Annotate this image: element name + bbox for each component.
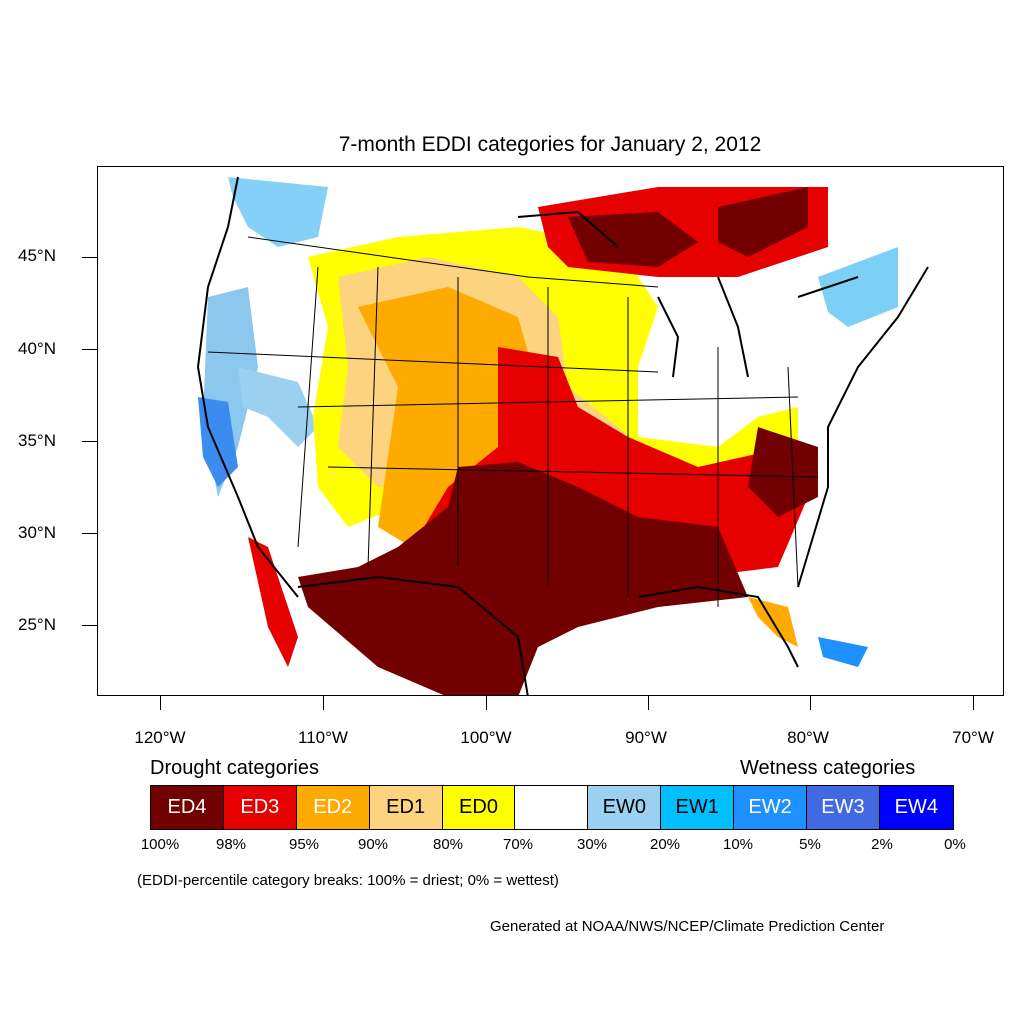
- lon-tick: [973, 696, 974, 710]
- pct-break: 10%: [722, 836, 754, 853]
- legend-colorbar: ED4 ED3 ED2 ED1 ED0 EW0 EW1 EW2 EW3 EW4: [150, 785, 954, 830]
- drought-heading: Drought categories: [150, 757, 319, 779]
- lon-tick: [160, 696, 161, 710]
- lat-label-30: 30°N: [18, 523, 56, 542]
- legend-cell-ed4: ED4: [151, 786, 224, 829]
- legend-cell-neutral: [515, 786, 589, 829]
- lat-label-35: 35°N: [18, 431, 56, 450]
- category-note: (EDDI-percentile category breaks: 100% =…: [137, 872, 559, 889]
- pct-break: 98%: [215, 836, 247, 853]
- lon-label-70: 70°W: [952, 728, 994, 747]
- wet-great-basin: [238, 367, 318, 447]
- wet-california: [198, 397, 238, 487]
- pct-break: 80%: [432, 836, 464, 853]
- lon-label-80: 80°W: [787, 728, 829, 747]
- lon-label-120: 120°W: [134, 728, 186, 747]
- wet-northwest: [228, 177, 328, 247]
- pct-break: 95%: [288, 836, 320, 853]
- ed4-dark-great-lakes: [568, 212, 698, 267]
- pct-break: 20%: [649, 836, 681, 853]
- legend-cell-ed1: ED1: [369, 786, 443, 829]
- eddi-map: [196, 176, 929, 695]
- ed3-baja: [248, 537, 298, 667]
- lat-label-40: 40°N: [18, 339, 56, 358]
- pct-break: 5%: [799, 836, 821, 853]
- coastline-lines: [196, 176, 929, 695]
- ed4-dark-south: [298, 462, 748, 695]
- lat-tick: [82, 257, 97, 258]
- wet-florida-keys: [818, 637, 868, 667]
- ed4-dark-southeast: [748, 427, 818, 517]
- pct-break: 100%: [140, 836, 180, 853]
- legend-cell-ew4: EW4: [879, 786, 953, 829]
- lat-label-25: 25°N: [18, 615, 56, 634]
- legend-cell-ed3: ED3: [223, 786, 297, 829]
- lon-tick: [648, 696, 649, 710]
- wet-northeast: [818, 247, 898, 327]
- lon-label-90: 90°W: [625, 728, 667, 747]
- lat-label-45: 45°N: [18, 246, 56, 265]
- legend-cell-ed0: ED0: [442, 786, 516, 829]
- wetness-heading: Wetness categories: [740, 757, 916, 779]
- legend-cell-ed2: ED2: [296, 786, 370, 829]
- legend-cell-ew1: EW1: [661, 786, 735, 829]
- pct-break: 70%: [502, 836, 534, 853]
- credit-line: Generated at NOAA/NWS/NCEP/Climate Predi…: [490, 918, 885, 935]
- lon-tick: [323, 696, 324, 710]
- legend-cell-ew0: EW0: [588, 786, 662, 829]
- legend-cell-ew3: EW3: [807, 786, 880, 829]
- legend-cell-ew2: EW2: [734, 786, 808, 829]
- pct-break: 90%: [357, 836, 389, 853]
- boundary-lines: [207, 236, 819, 607]
- pct-break: 30%: [576, 836, 608, 853]
- lat-tick: [82, 625, 97, 626]
- ed4-dark-ontario: [718, 187, 808, 257]
- map-title: 7-month EDDI categories for January 2, 2…: [338, 133, 762, 156]
- pct-break: 2%: [871, 836, 893, 853]
- lat-tick: [82, 441, 97, 442]
- map-panel: [97, 166, 1004, 696]
- pct-break: 0%: [944, 836, 966, 853]
- lon-label-110: 110°W: [298, 728, 348, 747]
- lon-tick: [486, 696, 487, 710]
- lat-tick: [82, 533, 97, 534]
- lat-tick: [82, 349, 97, 350]
- lon-label-100: 100°W: [460, 728, 512, 747]
- lon-tick: [810, 696, 811, 710]
